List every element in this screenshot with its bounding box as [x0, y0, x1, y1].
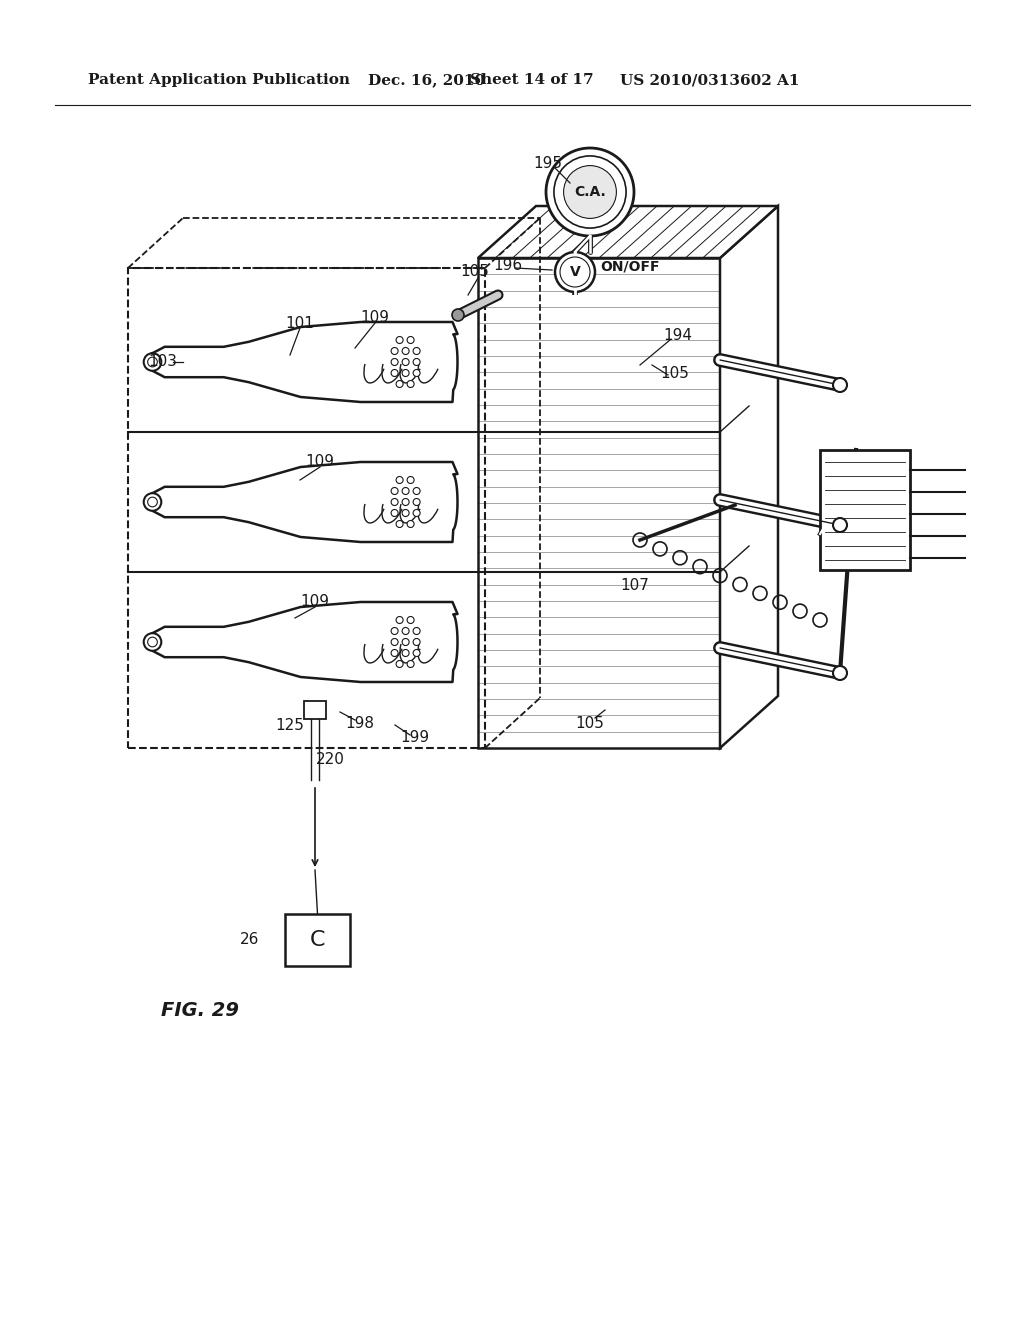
- Circle shape: [402, 370, 410, 376]
- Circle shape: [396, 380, 403, 388]
- Circle shape: [402, 627, 410, 635]
- Text: 101: 101: [286, 315, 314, 330]
- Circle shape: [391, 649, 398, 656]
- Circle shape: [391, 370, 398, 376]
- Circle shape: [408, 380, 414, 388]
- Circle shape: [408, 477, 414, 483]
- Text: C: C: [309, 931, 326, 950]
- Text: V: V: [569, 265, 581, 279]
- Circle shape: [413, 639, 420, 645]
- Text: 194: 194: [664, 327, 692, 342]
- Circle shape: [143, 634, 162, 651]
- Text: Patent Application Publication: Patent Application Publication: [88, 73, 350, 87]
- Circle shape: [402, 499, 410, 506]
- Polygon shape: [153, 322, 458, 403]
- Circle shape: [413, 487, 420, 495]
- Circle shape: [402, 347, 410, 355]
- Circle shape: [563, 165, 616, 218]
- Circle shape: [391, 359, 398, 366]
- Circle shape: [402, 487, 410, 495]
- Text: C.A.: C.A.: [574, 185, 606, 199]
- Circle shape: [452, 309, 464, 321]
- Circle shape: [408, 337, 414, 343]
- Circle shape: [560, 257, 590, 286]
- Circle shape: [391, 627, 398, 635]
- Circle shape: [408, 660, 414, 668]
- Circle shape: [554, 156, 626, 228]
- Polygon shape: [153, 462, 458, 543]
- Circle shape: [402, 649, 410, 656]
- Text: 109: 109: [360, 310, 389, 326]
- Circle shape: [833, 517, 847, 532]
- Circle shape: [413, 359, 420, 366]
- Text: US 2010/0313602 A1: US 2010/0313602 A1: [620, 73, 800, 87]
- Text: 103: 103: [148, 355, 177, 370]
- Circle shape: [413, 510, 420, 516]
- Text: 105: 105: [575, 717, 604, 731]
- Text: Sheet 14 of 17: Sheet 14 of 17: [470, 73, 594, 87]
- Text: 196: 196: [494, 257, 522, 272]
- Circle shape: [413, 627, 420, 635]
- Text: 107: 107: [621, 578, 649, 593]
- Circle shape: [413, 649, 420, 656]
- Circle shape: [391, 347, 398, 355]
- Circle shape: [402, 359, 410, 366]
- Bar: [820, 450, 910, 570]
- Circle shape: [396, 520, 403, 528]
- Text: 199: 199: [400, 730, 429, 746]
- Bar: [285, 913, 350, 966]
- Text: 109: 109: [305, 454, 335, 470]
- Circle shape: [391, 510, 398, 516]
- Circle shape: [147, 498, 158, 507]
- Polygon shape: [478, 206, 778, 257]
- Text: 105: 105: [461, 264, 489, 280]
- Circle shape: [143, 354, 162, 371]
- Text: Dec. 16, 2010: Dec. 16, 2010: [368, 73, 485, 87]
- Text: FIG. 29: FIG. 29: [161, 1001, 239, 1019]
- Circle shape: [408, 520, 414, 528]
- Text: 105: 105: [660, 366, 689, 380]
- Circle shape: [391, 487, 398, 495]
- Polygon shape: [478, 257, 720, 748]
- Text: 125: 125: [275, 718, 304, 734]
- Polygon shape: [153, 602, 458, 682]
- Circle shape: [413, 347, 420, 355]
- Circle shape: [391, 499, 398, 506]
- Circle shape: [396, 660, 403, 668]
- Text: 195: 195: [534, 156, 562, 170]
- Circle shape: [147, 358, 158, 367]
- Circle shape: [546, 148, 634, 236]
- Circle shape: [413, 499, 420, 506]
- Text: 109: 109: [300, 594, 330, 610]
- Circle shape: [833, 378, 847, 392]
- Circle shape: [391, 639, 398, 645]
- Bar: [304, 701, 326, 719]
- Circle shape: [402, 639, 410, 645]
- Text: 26: 26: [241, 932, 260, 948]
- Circle shape: [408, 616, 414, 623]
- Text: ON/OFF: ON/OFF: [600, 260, 659, 275]
- Circle shape: [555, 252, 595, 292]
- Circle shape: [413, 370, 420, 376]
- Circle shape: [396, 616, 403, 623]
- Circle shape: [402, 510, 410, 516]
- Bar: [128, 268, 485, 748]
- Circle shape: [396, 477, 403, 483]
- Text: 198: 198: [345, 717, 375, 731]
- Circle shape: [143, 494, 162, 511]
- Circle shape: [396, 337, 403, 343]
- Circle shape: [833, 667, 847, 680]
- Text: 220: 220: [315, 752, 344, 767]
- Polygon shape: [720, 206, 778, 748]
- Circle shape: [147, 638, 158, 647]
